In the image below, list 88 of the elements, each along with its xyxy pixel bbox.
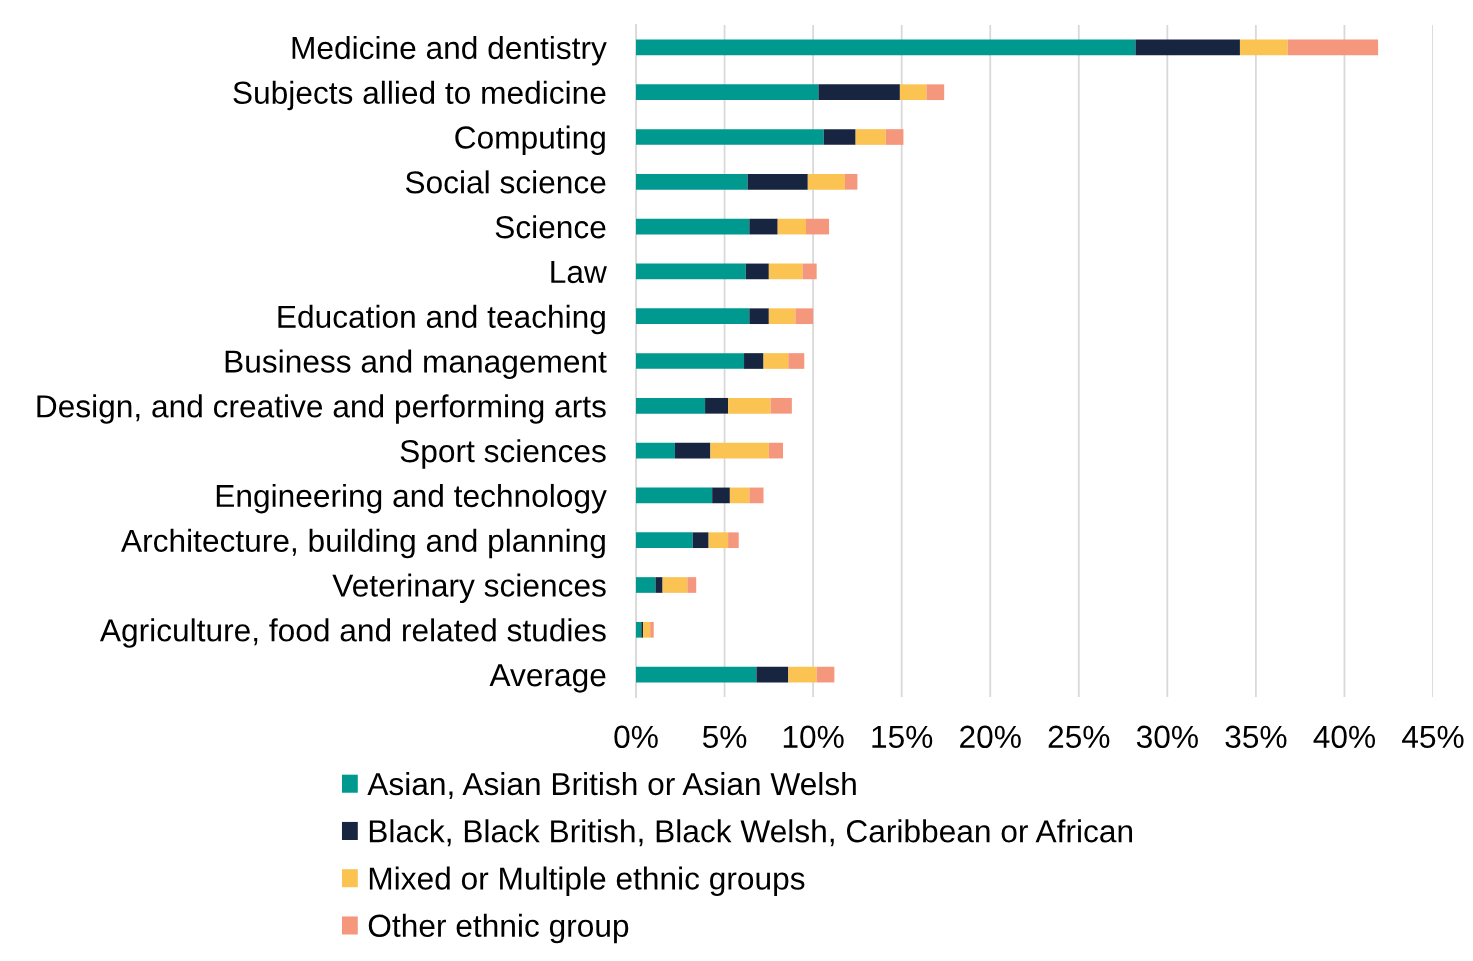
bar [795,308,814,325]
bar [636,621,642,638]
bar [749,487,764,504]
bar [643,621,651,638]
bar [777,218,807,235]
bar [636,263,746,280]
bar [636,532,693,549]
bar [692,532,709,549]
bar [926,84,945,101]
y-tick-label: Architecture, building and planning [121,528,605,559]
bar [636,397,706,414]
bar [710,442,769,459]
bar [705,397,729,414]
x-tick-label: 45% [1402,725,1464,749]
legend-label: Mixed or Multiple ethnic groups [369,866,805,897]
bar [899,84,927,101]
bar [745,263,769,280]
bar [687,577,697,593]
bar [816,666,835,683]
bar [1135,39,1240,56]
bar [636,129,824,145]
bar [636,353,745,369]
y-tick-label: Computing [455,125,605,156]
bar [807,173,845,190]
x-tick-label: 10% [783,725,844,749]
bar [662,577,688,593]
x-tick-label: 30% [1136,725,1198,749]
bar [802,263,817,280]
bar [712,487,730,504]
bar [636,308,750,325]
y-tick-label: Engineering and technology [216,483,607,514]
y-tick-label: Veterinary sciences [332,573,606,604]
bar [756,666,789,683]
y-tick-label: Sport sciences [400,439,606,469]
bar [823,129,856,145]
y-tick-label: Medicine and dentistry [292,35,607,66]
y-tick-label: Science [495,215,606,239]
bar [744,353,764,369]
x-tick-label: 25% [1048,725,1110,749]
bar [636,577,656,593]
y-tick-label: Average [489,664,606,693]
y-tick-label: Design, and creative and performing arts [37,394,606,424]
x-tick-label: 40% [1313,725,1376,749]
bar [768,442,783,459]
bar [1239,39,1288,56]
y-tick-label: Education and teaching [278,304,605,335]
bar [768,263,803,280]
bar [770,397,792,414]
y-tick-label: Social science [405,170,606,194]
bar [636,84,819,101]
bar [818,84,900,101]
legend-label: Asian, Asian British or Asian Welsh [367,772,856,799]
x-tick-label: 5% [702,725,747,749]
bar [806,218,830,235]
bar [885,129,904,145]
bar [728,397,771,414]
x-tick-label: 35% [1225,725,1287,749]
bar [636,218,750,235]
legend-label: Black, Black British, Black Welsh, Caribbean or African [369,819,1133,847]
y-tick-label: Subjects allied to medicine [233,80,606,111]
bar [728,532,739,549]
y-tick-label: Business and management [225,349,607,380]
legend-label: Other ethnic group [368,913,629,944]
bar [749,218,778,235]
bar [650,621,654,638]
bar [855,129,886,145]
bar [636,487,713,504]
bar [747,173,808,190]
bar [708,532,729,549]
bar [768,308,796,325]
bar [749,308,769,325]
bar [655,577,663,593]
bar [674,442,711,459]
bar [1287,39,1379,56]
bar [636,442,675,459]
x-tick-label: 0% [614,725,658,749]
bar [844,173,858,190]
x-tick-label: 20% [960,725,1021,749]
bar [763,353,789,369]
bar [636,39,1136,56]
y-tick-label: Agriculture, food and related studies [99,618,606,648]
bar [788,353,805,369]
bar [788,666,817,683]
bar [636,173,748,190]
bar [729,487,750,504]
x-tick-label: 15% [872,725,933,749]
bar [636,666,757,683]
y-tick-label: Law [551,261,607,284]
